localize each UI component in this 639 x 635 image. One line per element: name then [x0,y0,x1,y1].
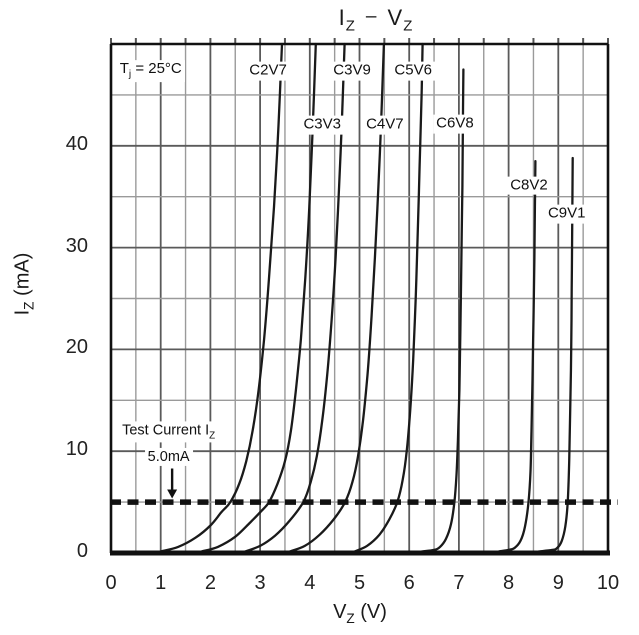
title-dash: – [365,6,378,27]
x-tick-label: 2 [204,572,216,594]
y-axis-title: IZ (mA) [11,252,37,316]
title-iz: IZ [338,5,356,35]
test-current-value-label: 5.0mA [144,448,193,467]
x-tick-label: 1 [155,572,167,594]
x-tick-label: 3 [254,572,266,594]
curve-label-c8v2: C8V2 [507,176,551,195]
x-axis-title: VZ (V) [333,601,387,626]
y-tick-label: 20 [65,336,88,359]
test-current-label: Test Current IZ [119,421,219,443]
x-tick-label: 4 [304,572,316,594]
zener-curve-c9v1 [537,156,574,553]
x-tick-label: 5 [353,572,366,594]
y-tick-label: 10 [65,438,88,461]
junction-temperature-label: Tj = 25°C [116,60,185,83]
y-tick-label: 0 [76,540,88,562]
x-tick-label: 10 [596,572,620,594]
zener-curve-c6v8 [420,68,465,553]
zener-curve-c3v3 [200,42,317,553]
y-tick-label: 30 [65,234,88,257]
zener-curve-c3v9 [244,42,346,553]
curve-label-c5v6: C5V6 [391,62,435,81]
x-tick-label: 8 [503,572,515,594]
zener-curve-c2v7 [159,42,284,553]
y-tick-label: 40 [65,132,88,155]
curve-label-c3v3: C3V3 [300,116,344,135]
zener-curve-c5v6 [353,42,424,553]
curve-label-c9v1: C9V1 [544,204,589,224]
zener-curve-c4v7 [288,42,386,553]
curve-label-c2v7: C2V7 [246,62,290,81]
test-current-arrow-head [167,489,178,499]
curve-label-c4v7: C4V7 [363,116,407,135]
chart-title: IZ – VZ [339,5,414,34]
x-tick-label: 9 [552,572,564,594]
zener-curve-c8v2 [497,159,537,553]
curve-label-c3v9: C3V9 [330,62,374,81]
curve-label-c6v8: C6V8 [433,115,477,134]
title-vz: VZ [387,5,414,35]
x-tick-label: 7 [453,572,465,594]
x-tick-label: 0 [105,572,117,594]
x-tick-label: 6 [403,572,415,594]
